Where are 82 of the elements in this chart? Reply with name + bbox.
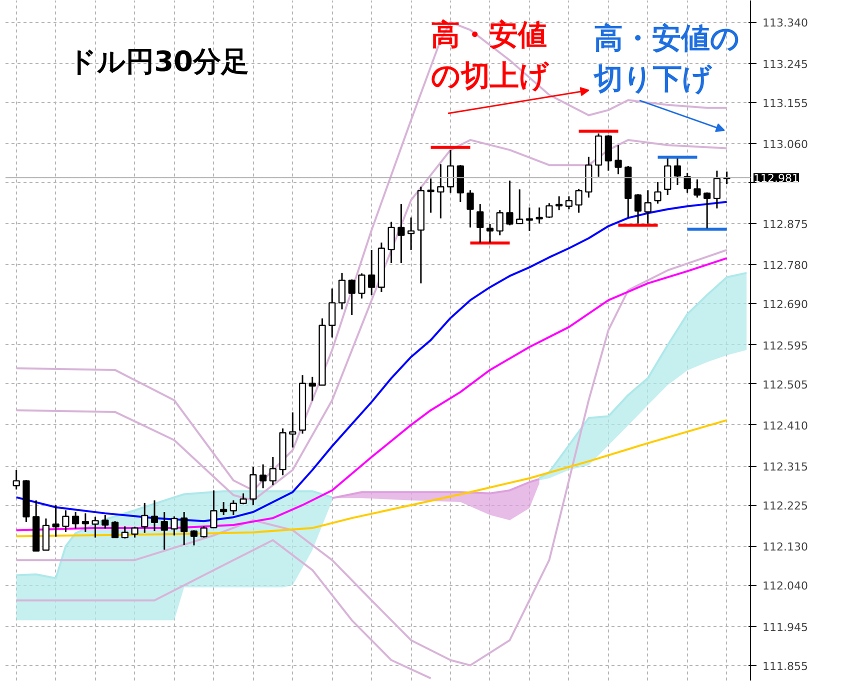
candlestick xyxy=(52,504,60,538)
candlestick xyxy=(398,203,405,264)
line-series xyxy=(15,257,728,532)
candlestick xyxy=(486,223,494,244)
candlestick xyxy=(220,501,228,516)
y-tick-label: 112.595 xyxy=(762,339,808,352)
candlestick xyxy=(516,188,524,225)
y-tick-label: 112.225 xyxy=(762,500,808,513)
candlestick xyxy=(496,209,504,236)
candlestick xyxy=(644,189,652,224)
candlestick xyxy=(358,272,366,300)
candlestick xyxy=(102,514,109,530)
line-series xyxy=(15,200,728,522)
candlestick xyxy=(308,376,316,402)
candlestick xyxy=(407,216,415,251)
candlestick xyxy=(12,469,20,490)
candlestick xyxy=(121,526,128,540)
y-tick-label: 112.690 xyxy=(762,298,808,312)
candlestick xyxy=(338,272,346,310)
text: ドル円30分足 xyxy=(68,45,250,78)
y-tick-label: 111.855 xyxy=(762,660,808,673)
candlestick xyxy=(536,206,543,224)
annotation: 高・安値の切上げ xyxy=(430,18,550,92)
line-series xyxy=(15,419,728,538)
line-series xyxy=(15,539,432,680)
candlestick xyxy=(328,288,336,338)
y-tick-label: 112.040 xyxy=(762,580,808,593)
y-tick-label: 112.410 xyxy=(762,419,808,432)
candlestick xyxy=(634,193,642,224)
candlestick xyxy=(111,520,119,539)
candlestick xyxy=(62,510,70,533)
line-series xyxy=(15,138,728,502)
candlestick xyxy=(476,203,484,244)
candlestick xyxy=(141,502,148,534)
y-tick-label: 113.245 xyxy=(762,58,808,71)
candlestick xyxy=(289,412,296,448)
candlestick xyxy=(230,500,237,516)
candlestick xyxy=(684,172,691,194)
y-tick-label: 112.875 xyxy=(762,218,808,232)
line-series xyxy=(15,248,728,666)
candlestick xyxy=(368,249,376,296)
candlestick xyxy=(348,278,356,316)
candlestick xyxy=(180,511,188,546)
candlestick xyxy=(556,196,563,211)
y-tick-label: 113.155 xyxy=(762,96,808,110)
candlestick xyxy=(575,188,582,214)
candlestick xyxy=(704,192,711,230)
candlestick xyxy=(150,500,158,532)
y-tick-label: 112.130 xyxy=(762,540,808,554)
candlestick xyxy=(664,158,672,196)
candlestick xyxy=(446,149,454,194)
y-tick-label: 113.060 xyxy=(762,138,808,151)
candlestick xyxy=(82,512,89,533)
candlestick xyxy=(388,221,395,264)
candlestick xyxy=(437,163,444,220)
candlestick xyxy=(694,178,701,198)
candlestick xyxy=(92,516,99,538)
candlestick xyxy=(210,490,218,528)
candlestick xyxy=(259,464,267,489)
candlestick xyxy=(506,180,514,226)
annotation: 高・安値の切り下げ xyxy=(593,20,740,96)
candlestick xyxy=(427,178,434,214)
y-tick-label: 112.780 xyxy=(762,259,808,272)
y-tick-label: 112.505 xyxy=(762,378,808,392)
candlestick xyxy=(526,206,534,232)
candlestick xyxy=(713,170,721,210)
y-tick-label: 112.315 xyxy=(762,460,808,474)
candlestick xyxy=(614,144,622,175)
candlestick xyxy=(674,158,682,186)
candlestick xyxy=(466,189,474,228)
candlestick xyxy=(269,456,276,486)
ref-line-label: 112.981 xyxy=(754,172,799,186)
candlestick xyxy=(170,516,178,536)
candlestick xyxy=(565,196,572,210)
y-tick-label: 111.945 xyxy=(762,620,808,634)
candlestick xyxy=(131,526,138,538)
candlestick xyxy=(160,511,168,550)
candlestick xyxy=(654,181,662,204)
candlestick xyxy=(72,511,80,530)
candlestick xyxy=(190,529,198,546)
y-tick-label: 113.340 xyxy=(762,16,808,30)
candlestick xyxy=(546,202,553,219)
